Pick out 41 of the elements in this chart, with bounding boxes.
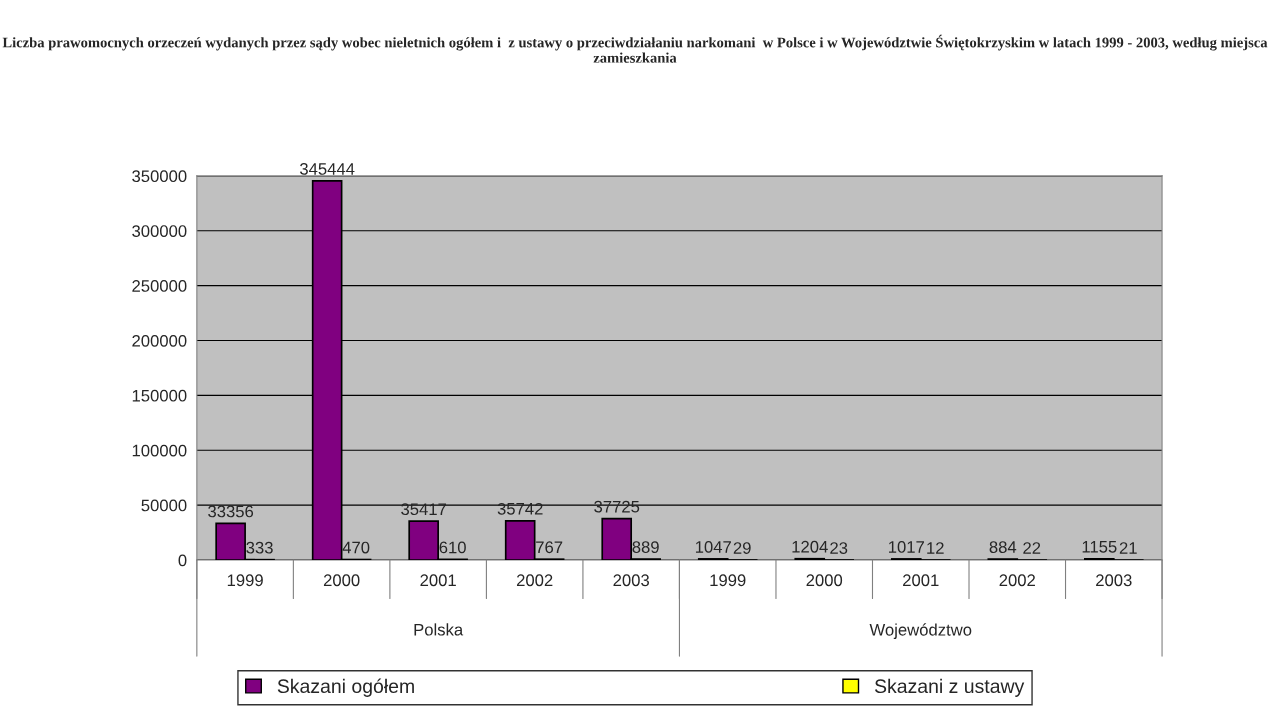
text: Polska [414,623,464,636]
data-label: 21 [1119,542,1137,554]
y-tick-label: 100000 [132,444,187,457]
x-tick-label: 2000 [806,574,843,587]
chart-title: Liczba prawomocnych orzeczeń wydanych przez sądy wobec nieletnich ogółem i z ustawy o przeciwdziałaniu narkomani w Polsce i w Województwie Świętokrzyskim w latach 1999 - 2003, według miejsca zamieszkania [2,34,1268,63]
data-label: 22 [1023,542,1041,554]
data-label: 767 [536,541,563,554]
data-label: 35742 [497,502,543,515]
text: Województwo [869,623,972,639]
data-label: 23 [830,542,848,554]
x-tick-label: 2001 [903,574,939,587]
y-tick-label: 150000 [132,389,187,402]
data-label: 610 [439,541,466,554]
data-label: 1155 [1082,541,1117,553]
data-label: 1047 [695,541,731,553]
data-label: 35417 [401,503,447,516]
x-tick-label: 2000 [323,574,360,587]
data-label: 889 [632,541,659,553]
x-tick-label: 2003 [1096,574,1132,587]
data-label: 1204 [792,540,828,553]
data-label: 884 [989,541,1017,553]
data-label: 345444 [299,163,355,175]
y-tick-label: 250000 [132,280,187,292]
data-label: 29 [733,542,751,554]
y-tick-label: 350000 [132,170,187,183]
x-tick-label: 2001 [420,574,456,587]
legend-label: Skazani ogółem [277,678,414,697]
x-tick-label: 2003 [613,574,649,587]
data-label: 12 [927,542,944,554]
y-tick-label: 0 [178,554,187,567]
data-label: 1017 [889,541,924,553]
y-tick-label: 50000 [141,499,187,512]
x-tick-label: 1999 [227,574,263,587]
x-tick-label: 1999 [710,574,746,587]
data-label: 333 [246,541,273,554]
x-tick-label: 2002 [999,574,1035,587]
y-tick-label: 300000 [132,225,187,237]
legend-label: Skazani z ustawy [874,678,1025,697]
x-tick-label: 2002 [516,574,553,587]
data-label: 33356 [208,505,254,518]
y-tick-label: 200000 [132,334,187,347]
